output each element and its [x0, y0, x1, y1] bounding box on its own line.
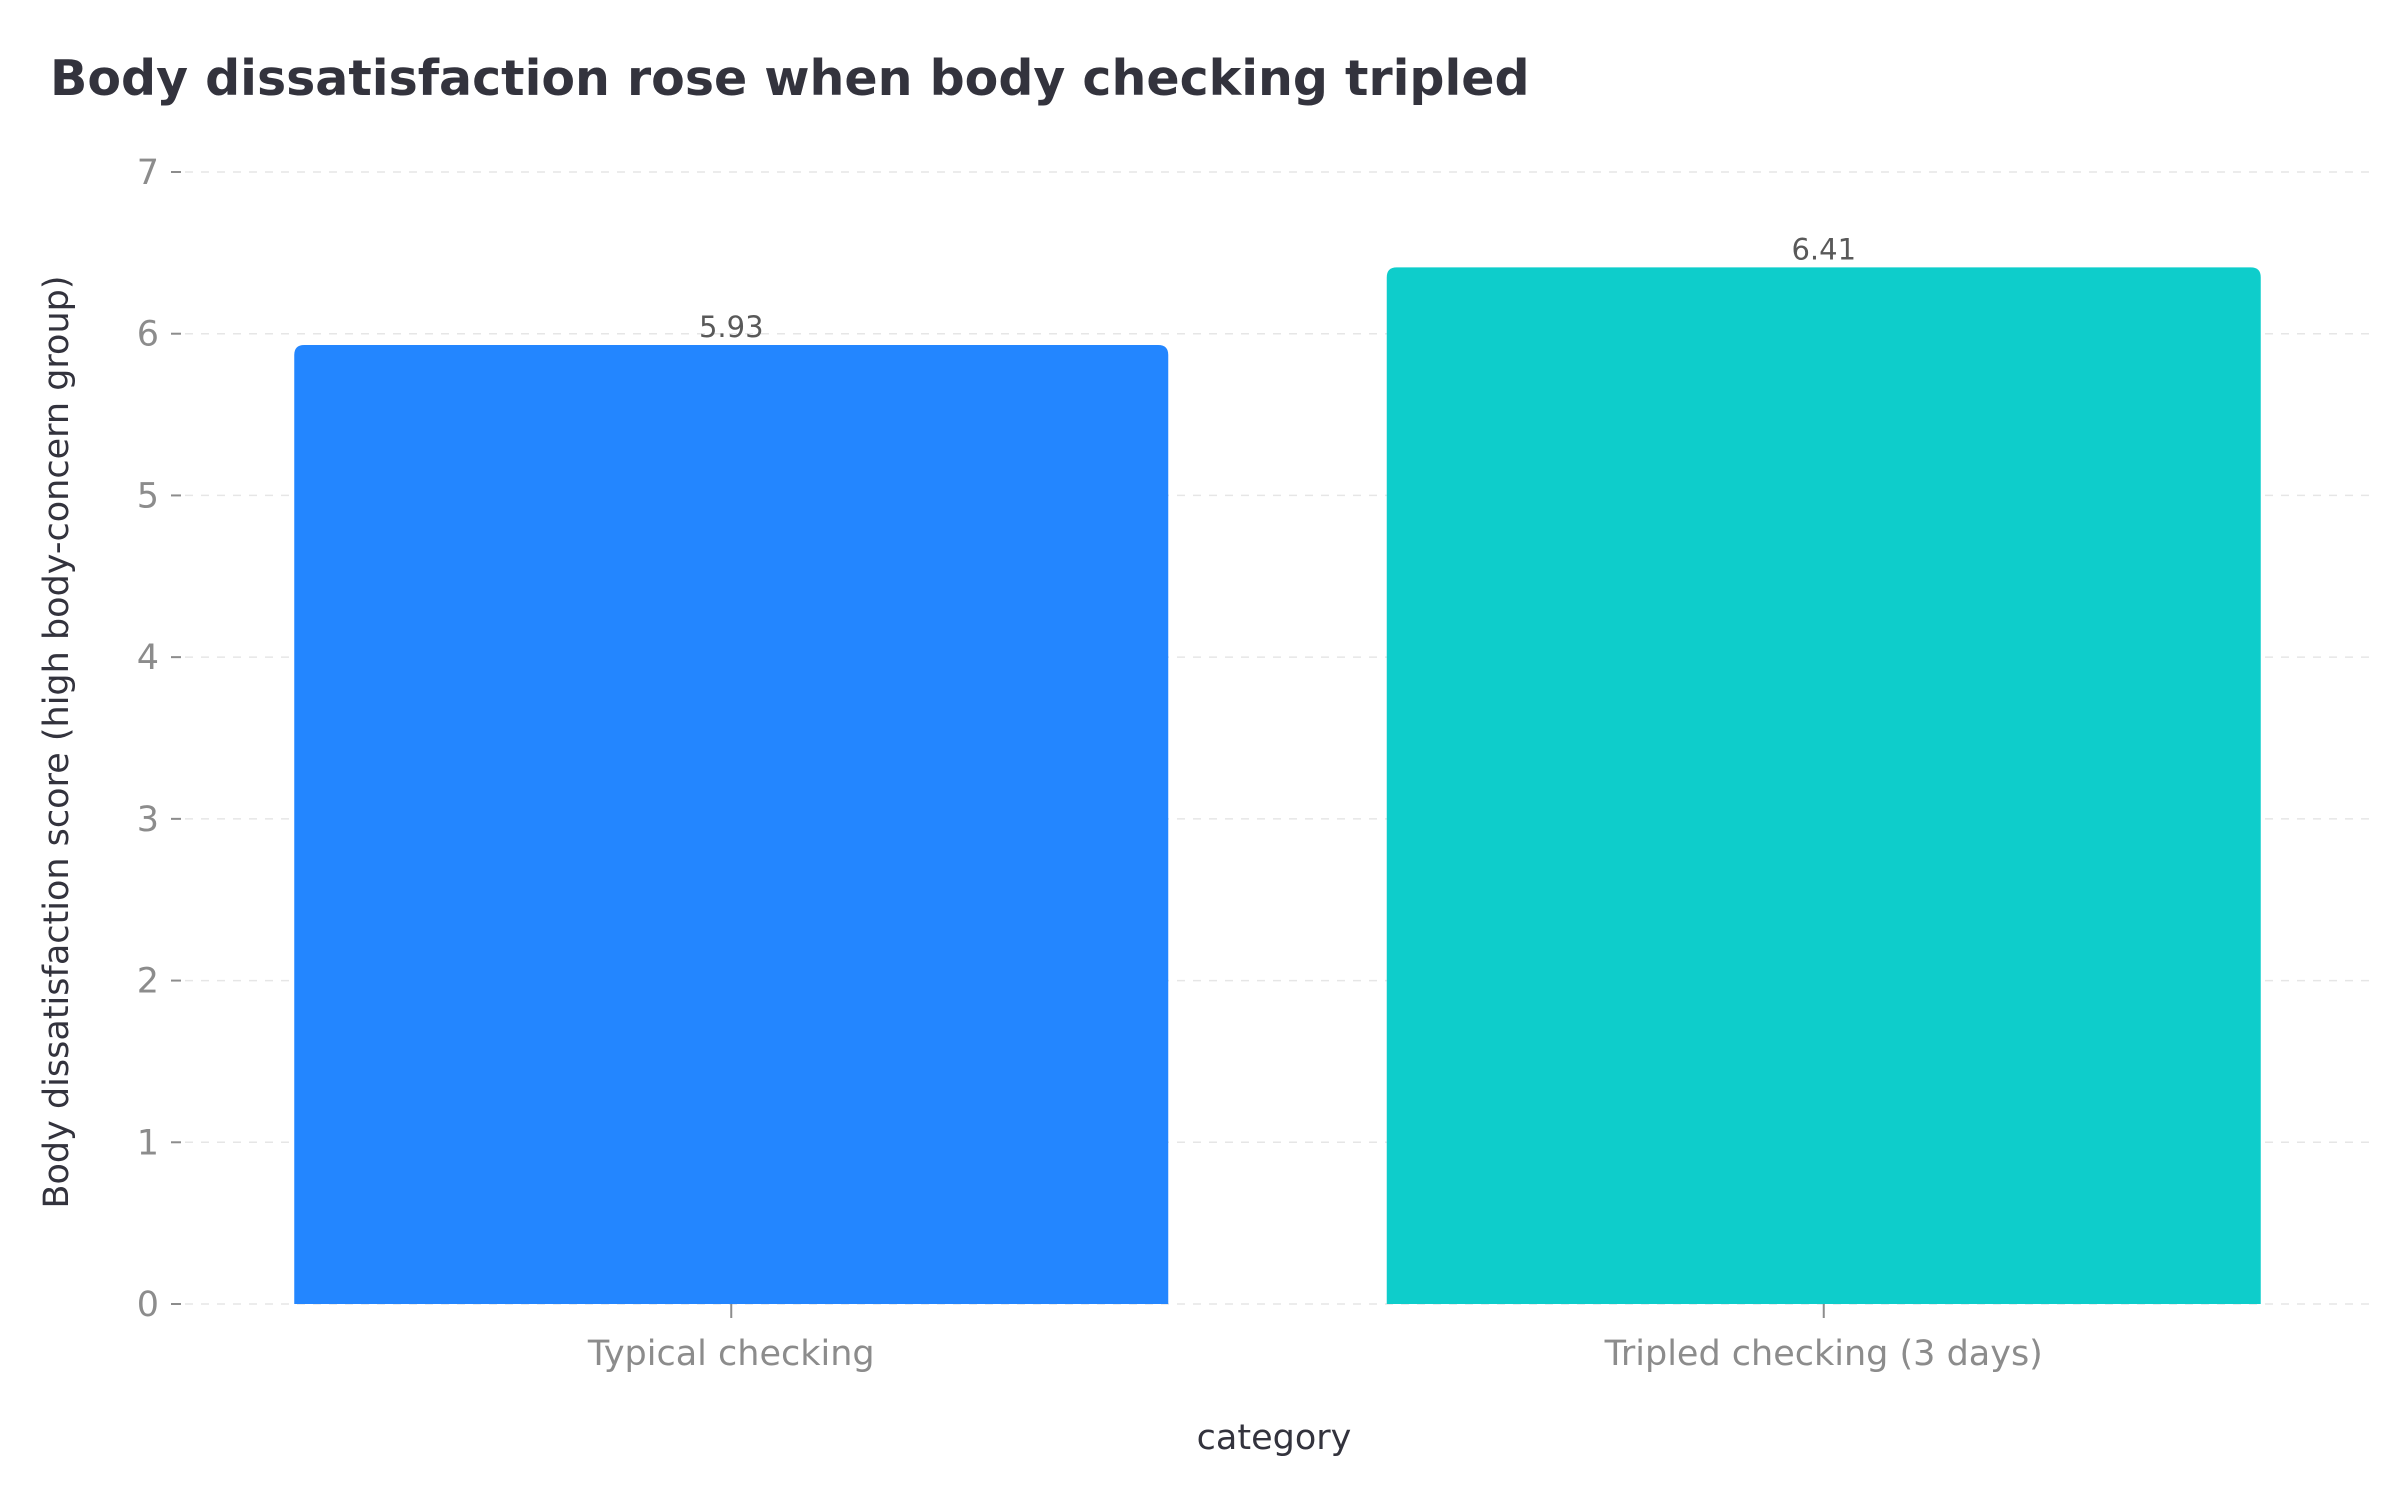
x-axis-label: category	[1197, 1418, 1352, 1458]
y-tick-label: 1	[137, 1123, 159, 1163]
y-tick-label: 2	[137, 962, 159, 1002]
bars: 5.93 6.41	[294, 232, 2261, 1305]
y-tick-label: 3	[137, 800, 159, 840]
chart-title: Body dissatisfaction rose when body chec…	[50, 50, 1530, 107]
x-tick-label: Typical checking	[587, 1334, 875, 1374]
x-tick-label: Tripled checking (3 days)	[1604, 1334, 2043, 1374]
y-axis: 0 1 2 3 4 5 6 7	[137, 153, 181, 1325]
bar	[294, 345, 1169, 1304]
y-tick-label: 5	[137, 476, 159, 516]
bar	[1386, 267, 2261, 1305]
gridlines	[185, 171, 2370, 1305]
x-axis: Typical checking Tripled checking (3 days…	[587, 1304, 2043, 1374]
y-axis-label: Body dissatisfaction score (high body-co…	[37, 275, 77, 1208]
y-tick-label: 4	[137, 638, 159, 678]
y-tick-label: 6	[137, 315, 159, 355]
y-tick-label: 7	[137, 153, 159, 193]
y-tick-label: 0	[137, 1285, 159, 1325]
data-label: 5.93	[699, 310, 764, 344]
data-label: 6.41	[1791, 232, 1856, 266]
